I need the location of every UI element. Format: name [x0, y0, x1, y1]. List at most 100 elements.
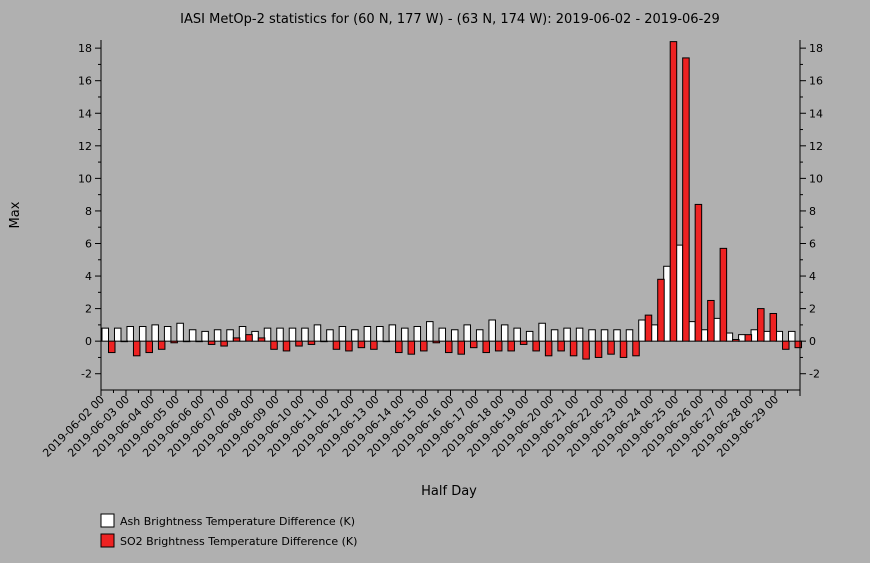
ash-bar	[338, 326, 347, 342]
legend-swatch-ash	[100, 513, 115, 528]
so2-bar	[769, 312, 778, 342]
so2-bar	[632, 340, 640, 357]
ash-bar	[201, 330, 209, 342]
ash-bar	[276, 327, 284, 342]
ash-bar	[188, 329, 197, 342]
so2-bar	[157, 340, 166, 350]
ash-bar	[176, 322, 184, 342]
so2-bar	[719, 247, 728, 342]
y-tick-label: 14	[78, 107, 92, 120]
so2-bar	[108, 340, 116, 354]
bar-series-group	[101, 41, 803, 360]
so2-bar	[694, 203, 703, 342]
ash-bar	[463, 324, 471, 342]
ash-bar	[163, 326, 172, 342]
ash-bar	[376, 326, 384, 342]
ash-bar	[613, 329, 621, 342]
ash-bar	[500, 324, 509, 342]
so2-bar	[170, 340, 178, 344]
so2-bar	[382, 340, 391, 343]
so2-bar	[582, 340, 590, 360]
so2-bar	[432, 340, 441, 344]
y-tick-label: -2	[809, 368, 820, 381]
y-tick-label: 10	[809, 172, 823, 185]
ash-bar	[438, 327, 447, 342]
ash-bar	[401, 327, 409, 342]
so2-bar	[295, 340, 303, 347]
so2-bar	[757, 308, 765, 342]
ash-bar	[226, 329, 234, 342]
so2-bar	[469, 340, 478, 349]
so2-bar	[594, 340, 603, 358]
so2-bar	[619, 340, 628, 358]
y-tick-label: 8	[85, 205, 92, 218]
ash-bar	[525, 330, 534, 342]
ash-bar	[126, 326, 134, 342]
so2-bar	[120, 340, 128, 343]
ash-bar	[363, 326, 372, 342]
ash-bar	[563, 327, 571, 342]
so2-bar	[607, 340, 615, 355]
so2-bar	[682, 57, 690, 342]
ash-bar	[413, 326, 422, 342]
ash-bar	[288, 327, 297, 342]
ash-bar	[488, 319, 496, 342]
y-tick-label: -2	[81, 368, 92, 381]
so2-bar	[657, 278, 665, 342]
so2-bar	[307, 340, 316, 345]
so2-bar	[494, 340, 503, 352]
legend: Ash Brightness Temperature Difference (K…	[100, 513, 357, 548]
y-ticks-left: -2 0 2 4 6 8 10 12 14 16 18	[78, 42, 101, 381]
so2-bar	[532, 340, 540, 352]
y-tick-label: 18	[78, 42, 92, 55]
y-tick-label: 0	[809, 335, 816, 348]
ash-bar	[138, 326, 147, 342]
so2-bar	[445, 340, 453, 354]
so2-bar	[794, 340, 803, 349]
y-tick-label: 4	[809, 270, 816, 283]
ash-bar	[301, 327, 309, 342]
so2-bar	[145, 340, 153, 354]
ash-bar	[263, 327, 272, 342]
ash-bar	[475, 329, 484, 342]
y-tick-label: 8	[809, 205, 816, 218]
ash-bar	[638, 319, 646, 342]
ash-bar	[426, 321, 434, 342]
y-tick-label: 16	[78, 75, 92, 88]
ash-bar	[575, 327, 584, 342]
ash-bar	[388, 324, 397, 342]
so2-bar	[345, 340, 353, 352]
so2-bar	[569, 340, 578, 357]
y-tick-label: 14	[809, 107, 823, 120]
so2-bar	[370, 340, 378, 350]
y-tick-label: 0	[85, 335, 92, 348]
y-tick-label: 18	[809, 42, 823, 55]
ash-bar	[538, 322, 546, 342]
so2-bar	[669, 41, 678, 342]
ash-bar	[600, 329, 609, 342]
ash-bar	[351, 329, 359, 342]
ash-bar	[213, 329, 222, 342]
so2-bar	[557, 340, 565, 352]
ash-bar	[451, 329, 459, 342]
so2-bar	[232, 337, 241, 342]
so2-bar	[420, 340, 428, 352]
so2-bar	[544, 340, 553, 357]
so2-bar	[332, 340, 341, 350]
ash-bar	[326, 329, 334, 342]
so2-bar	[320, 340, 328, 343]
so2-bar	[732, 339, 740, 342]
y-tick-label: 2	[85, 303, 92, 316]
y-tick-label: 12	[78, 140, 92, 153]
so2-bar	[457, 340, 465, 355]
ash-bar	[113, 327, 122, 342]
y-tick-label: 6	[85, 237, 92, 250]
x-axis-label: Half Day	[421, 484, 477, 499]
y-tick-label: 2	[809, 303, 816, 316]
so2-bar	[132, 340, 141, 357]
so2-bar	[195, 340, 203, 343]
so2-bar	[744, 334, 753, 342]
so2-bar	[644, 314, 653, 342]
so2-bar	[519, 340, 528, 345]
